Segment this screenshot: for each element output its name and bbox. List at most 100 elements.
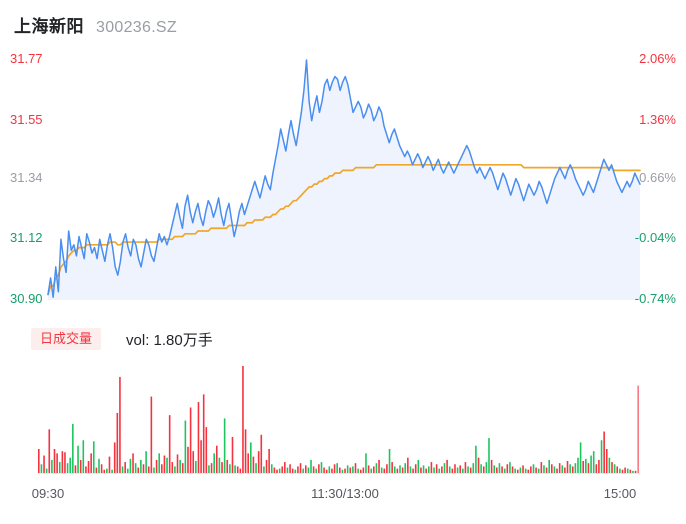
volume-bar	[45, 468, 48, 473]
volume-chart-svg[interactable]	[0, 360, 686, 476]
volume-bar	[344, 468, 346, 473]
volume-bar	[359, 469, 362, 473]
volume-bar	[263, 466, 265, 473]
volume-bar	[192, 451, 195, 473]
volume-bar	[571, 466, 574, 473]
volume-bar	[179, 459, 181, 473]
volume-bar	[174, 466, 176, 473]
volume-bar	[85, 466, 87, 473]
volume-bar	[469, 467, 472, 473]
volume-bar	[202, 394, 205, 473]
y-axis-tick-left: 31.34	[10, 169, 43, 185]
volume-bar	[51, 459, 53, 473]
volume-bar	[451, 468, 454, 473]
volume-bar	[66, 463, 69, 473]
volume-bar	[634, 470, 637, 473]
volume-bar	[187, 446, 189, 473]
volume-chart-panel[interactable]	[0, 360, 686, 476]
volume-bar	[302, 468, 304, 473]
volume-bar	[124, 462, 126, 473]
volume-bar	[346, 465, 349, 473]
volume-bar	[38, 448, 40, 473]
volume-bar	[632, 470, 634, 473]
volume-bar	[168, 415, 171, 473]
volume-bar	[98, 458, 100, 473]
price-chart-panel[interactable]	[0, 44, 686, 310]
volume-bar	[336, 463, 338, 473]
volume-bar	[307, 467, 310, 473]
volume-bar	[535, 467, 537, 473]
y-axis-tick-left: 31.77	[10, 51, 43, 66]
volume-bar	[61, 451, 64, 473]
volume-bar	[624, 467, 626, 473]
volume-bar	[103, 469, 106, 473]
volume-bar	[278, 468, 281, 473]
volume-bar	[438, 468, 441, 473]
volume-bar	[485, 462, 488, 473]
volume-bar	[501, 466, 503, 473]
stock-code: 300236.SZ	[96, 19, 177, 36]
volume-bar	[475, 445, 477, 473]
volume-bar	[147, 466, 150, 473]
y-axis-tick-right: 0.66%	[639, 169, 676, 185]
volume-bar	[142, 464, 145, 473]
volume-bar	[221, 462, 223, 473]
volume-bar	[553, 466, 556, 473]
volume-bar	[304, 465, 307, 473]
price-area-fill	[48, 60, 640, 300]
volume-bar	[184, 420, 187, 473]
volume-bar	[577, 457, 579, 473]
volume-bar	[92, 441, 95, 473]
volume-bar	[595, 464, 598, 473]
volume-bar	[561, 465, 564, 473]
volume-bar	[354, 463, 357, 473]
volume-bar	[289, 464, 291, 473]
volume-bar	[433, 467, 435, 473]
volume-bar	[383, 468, 386, 473]
volume-bar	[126, 468, 129, 473]
volume-bar	[605, 448, 608, 473]
volume-bar	[331, 468, 333, 473]
volume-bar	[166, 457, 168, 473]
volume-bar	[414, 464, 417, 473]
volume-bar	[459, 465, 461, 473]
volume-bar	[509, 462, 511, 473]
volume-bar	[341, 469, 344, 473]
volume-bar	[532, 464, 535, 473]
volume-bar	[393, 466, 396, 473]
volume-bar	[132, 453, 134, 473]
volume-bar	[380, 467, 383, 473]
volume-bar	[352, 466, 354, 473]
volume-bar	[506, 464, 509, 473]
volume-header: 日成交量 vol: 1.80万手	[0, 326, 686, 352]
volume-bar	[200, 440, 202, 473]
volume-bar	[291, 468, 294, 473]
volume-bar	[108, 456, 111, 473]
price-chart-svg[interactable]	[0, 44, 686, 310]
volume-bar	[558, 463, 561, 473]
volume-badge: 日成交量	[31, 328, 102, 350]
volume-bar	[333, 464, 336, 473]
x-axis-tick: 11:30/13:00	[311, 486, 379, 501]
volume-bar	[378, 459, 380, 473]
volume-bar	[367, 465, 370, 473]
volume-bar	[195, 460, 197, 473]
volume-bar	[257, 451, 260, 473]
volume-bar	[197, 402, 200, 473]
volume-bar	[569, 464, 571, 473]
volume-bar	[616, 466, 619, 473]
volume-bar	[129, 458, 132, 473]
volume-bar	[82, 440, 85, 473]
volume-bar	[551, 464, 553, 473]
volume-bar	[299, 463, 302, 473]
volume-bar	[95, 467, 98, 473]
volume-bar	[370, 468, 373, 473]
volume-bar	[409, 466, 412, 473]
volume-bar	[158, 453, 160, 473]
y-axis-tick-right: -0.04%	[634, 230, 676, 246]
volume-bar	[205, 427, 208, 473]
volume-bar	[373, 466, 375, 473]
volume-bar	[116, 412, 119, 473]
volume-bar	[72, 423, 74, 473]
volume-bar	[134, 463, 137, 473]
